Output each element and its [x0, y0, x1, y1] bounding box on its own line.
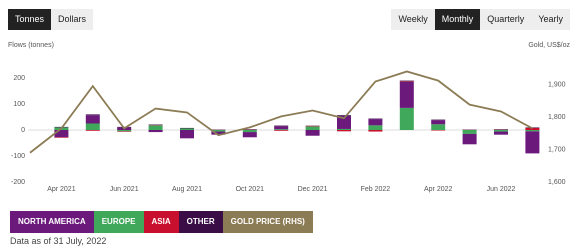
- legend-entry[interactable]: EUROPE: [93, 211, 144, 233]
- bar-segment: [148, 130, 163, 133]
- bar-segment: [431, 124, 446, 130]
- bar-segment: [242, 129, 257, 130]
- x-tick-label: Aug 2021: [172, 186, 202, 193]
- y-tick-label: 100: [13, 101, 25, 108]
- legend-entry[interactable]: ASIA: [143, 211, 179, 233]
- bar-segment: [85, 123, 100, 130]
- bar-segment: [274, 130, 289, 131]
- chart: Flows (tonnes) Gold, US$/oz -200 -100 0 100…: [8, 42, 570, 193]
- bar-segment: [494, 129, 508, 130]
- y-tick-label: -200: [11, 179, 25, 186]
- bar-segment: [399, 107, 414, 130]
- bar-segment: [399, 81, 414, 82]
- y-tick-label: -100: [11, 153, 25, 160]
- legend-entry[interactable]: NORTH AMERICA: [10, 211, 94, 233]
- bar-segment: [399, 81, 414, 108]
- footnote: Data as of 31 July, 2022: [10, 236, 107, 246]
- x-tick-label: Dec 2021: [298, 186, 328, 193]
- bar-segment: [368, 125, 383, 130]
- bar-segment: [274, 125, 289, 127]
- period-button[interactable]: Weekly: [391, 9, 435, 30]
- period-button[interactable]: Monthly: [434, 9, 481, 30]
- bar-segment: [117, 130, 132, 132]
- x-tick-label: Feb 2022: [361, 186, 391, 193]
- x-tick-label: Apr 2022: [424, 186, 453, 193]
- y2-tick-label: 1,800: [548, 114, 566, 121]
- x-tick-label: Jun 2022: [487, 186, 516, 193]
- bar-segment: [274, 126, 289, 130]
- bar-segment: [494, 130, 508, 132]
- bar-segment: [148, 124, 163, 126]
- bar-segment: [337, 128, 351, 130]
- unit-button[interactable]: Dollars: [51, 9, 94, 30]
- bar-segment: [368, 118, 383, 120]
- bar-segment: [462, 130, 477, 134]
- bar-segment: [274, 129, 289, 130]
- bar-segment: [525, 130, 540, 132]
- unit-button[interactable]: Tonnes: [8, 9, 52, 30]
- bar-segment: [431, 120, 446, 125]
- bar-segment: [242, 132, 257, 138]
- bar-segment: [337, 115, 351, 129]
- gold-price-line: [29, 70, 533, 154]
- x-tick-label: Oct 2021: [236, 186, 265, 193]
- bar-segment: [525, 127, 540, 130]
- x-tick-label: Jun 2021: [110, 186, 139, 193]
- bar-segment: [399, 80, 414, 82]
- period-button[interactable]: Quarterly: [480, 9, 532, 30]
- legend-entry[interactable]: OTHER: [178, 211, 223, 233]
- bar-segment: [85, 130, 100, 131]
- bar-segment: [148, 125, 163, 130]
- y-tick-label: 200: [13, 75, 25, 82]
- bar-segment: [431, 119, 446, 121]
- y2-axis-label: Gold, US$/oz: [528, 42, 570, 49]
- legend-entry[interactable]: GOLD PRICE (RHS): [222, 211, 313, 233]
- bar-segment: [180, 127, 194, 129]
- bar-segment: [305, 125, 320, 127]
- bar-segment: [211, 130, 226, 132]
- bar-segment: [117, 131, 132, 132]
- bar-segment: [54, 130, 69, 138]
- bar-segment: [305, 126, 320, 130]
- bar-segment: [337, 115, 351, 116]
- bar-segment: [368, 119, 383, 126]
- bar-segment: [462, 133, 477, 145]
- y2-tick-label: 1,700: [548, 146, 566, 153]
- y-tick-label: 0: [21, 127, 25, 134]
- bar-segment: [494, 131, 508, 135]
- y2-tick-label: 1,900: [548, 81, 566, 88]
- bar-segment: [180, 130, 194, 139]
- bar-segment: [305, 130, 320, 136]
- legend: NORTH AMERICA EUROPE ASIA OTHER GOLD PRICE (…: [10, 211, 313, 233]
- period-toggle: Weekly Monthly Quarterly Yearly: [391, 9, 570, 30]
- bar-segment: [54, 137, 69, 138]
- bar-segment: [368, 130, 383, 132]
- bar-segment: [242, 130, 257, 133]
- period-button[interactable]: Yearly: [531, 9, 570, 30]
- bar-segment: [431, 130, 446, 131]
- bar-segment: [85, 115, 100, 124]
- bar-segment: [85, 114, 100, 116]
- x-tick-label: Apr 2021: [47, 186, 76, 193]
- unit-toggle: Tonnes Dollars: [8, 9, 94, 30]
- y-axis-label: Flows (tonnes): [8, 42, 54, 49]
- y2-tick-label: 1,600: [548, 179, 566, 186]
- bar-segment: [525, 131, 540, 154]
- bar-segment: [211, 131, 226, 135]
- bar-segment: [180, 128, 194, 130]
- bar-segment: [337, 130, 351, 132]
